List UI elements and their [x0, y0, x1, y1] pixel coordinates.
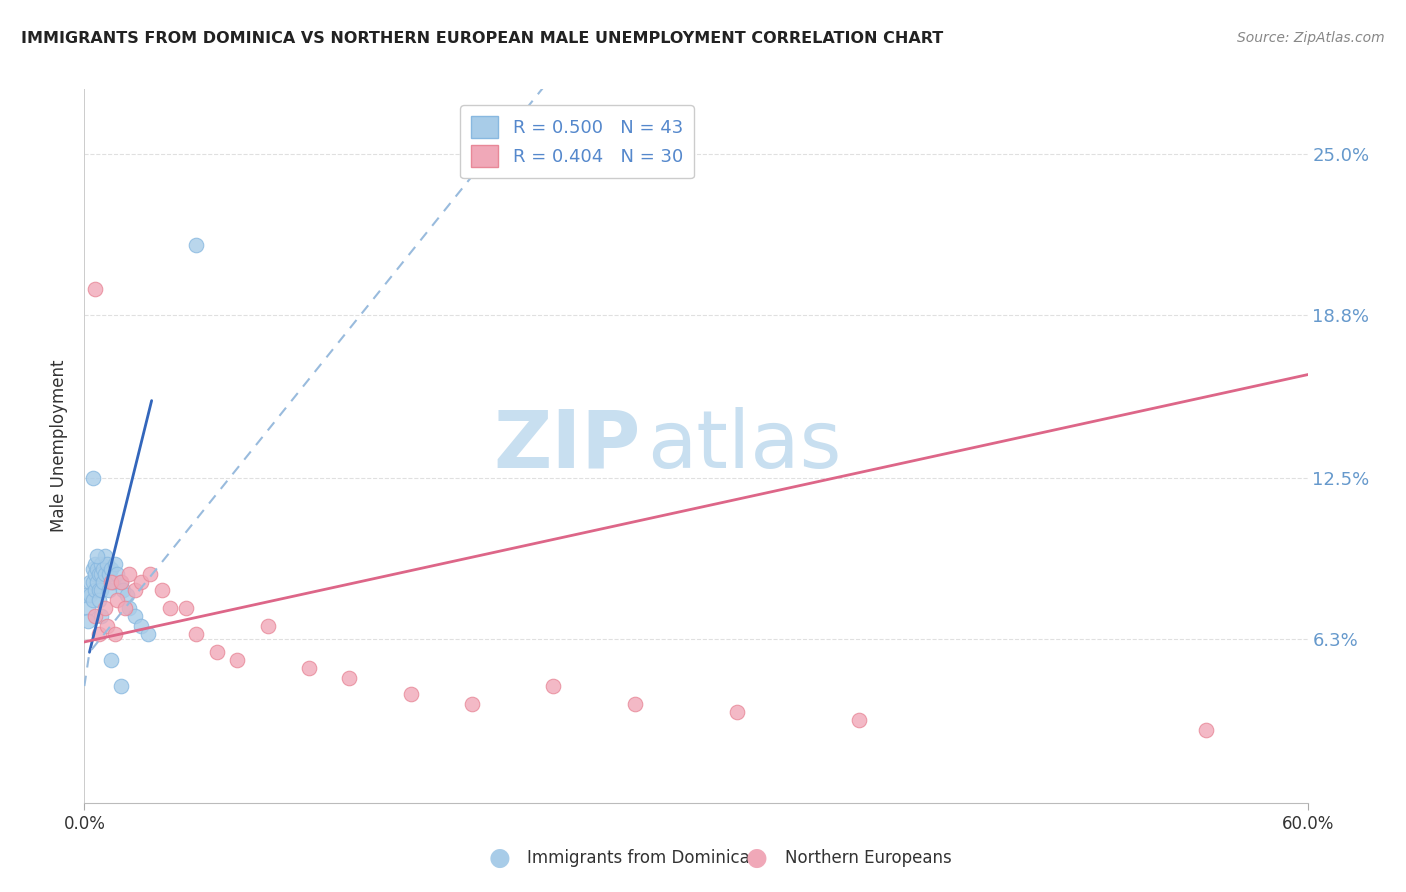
Point	[93, 549, 117, 564]
Point	[118, 567, 141, 582]
Point	[90, 557, 112, 571]
Point	[136, 627, 159, 641]
Point	[83, 282, 105, 296]
Point	[257, 619, 280, 633]
Point	[100, 562, 122, 576]
Point	[77, 614, 100, 628]
Text: Northern Europeans: Northern Europeans	[785, 849, 952, 867]
Point	[124, 609, 146, 624]
Point	[124, 582, 146, 597]
Point	[87, 627, 110, 641]
Point	[100, 575, 122, 590]
Point	[543, 679, 565, 693]
Point	[150, 582, 173, 597]
Point	[83, 567, 105, 582]
Point	[83, 557, 105, 571]
Point	[97, 567, 120, 582]
Point	[205, 645, 228, 659]
Point	[186, 627, 208, 641]
Point	[87, 582, 110, 597]
Point	[75, 588, 97, 602]
Point	[101, 575, 124, 590]
Point	[104, 627, 127, 641]
Point	[93, 601, 117, 615]
Point	[399, 687, 422, 701]
Point	[83, 609, 105, 624]
Point	[86, 562, 108, 576]
Point	[82, 593, 104, 607]
Text: ●: ●	[488, 847, 510, 870]
Point	[110, 679, 132, 693]
Point	[131, 575, 153, 590]
Text: Immigrants from Dominica: Immigrants from Dominica	[527, 849, 749, 867]
Point	[91, 575, 114, 590]
Point	[226, 653, 249, 667]
Point	[339, 671, 361, 685]
Text: Source: ZipAtlas.com: Source: ZipAtlas.com	[1237, 31, 1385, 45]
Point	[725, 705, 748, 719]
Point	[105, 567, 128, 582]
Point	[110, 575, 132, 590]
Point	[97, 582, 120, 597]
Point	[79, 575, 101, 590]
Y-axis label: Male Unemployment: Male Unemployment	[51, 359, 69, 533]
Point	[91, 562, 114, 576]
Point	[93, 567, 117, 582]
Point	[87, 567, 110, 582]
Point	[104, 557, 127, 571]
Point	[90, 567, 112, 582]
Point	[90, 609, 112, 624]
Point	[624, 697, 647, 711]
Point	[848, 713, 870, 727]
Text: IMMIGRANTS FROM DOMINICA VS NORTHERN EUROPEAN MALE UNEMPLOYMENT CORRELATION CHAR: IMMIGRANTS FROM DOMINICA VS NORTHERN EUR…	[21, 31, 943, 46]
Point	[112, 582, 135, 597]
Point	[82, 471, 104, 485]
Point	[1195, 723, 1218, 738]
Point	[83, 582, 105, 597]
Text: atlas: atlas	[647, 407, 841, 485]
Point	[298, 661, 321, 675]
Text: ZIP: ZIP	[494, 407, 641, 485]
Point	[110, 575, 132, 590]
Point	[138, 567, 160, 582]
Point	[118, 601, 141, 615]
Legend: R = 0.500   N = 43, R = 0.404   N = 30: R = 0.500 N = 43, R = 0.404 N = 30	[460, 105, 693, 178]
Point	[186, 238, 208, 252]
Point	[461, 697, 484, 711]
Point	[86, 575, 108, 590]
Point	[159, 601, 181, 615]
Point	[176, 601, 198, 615]
Point	[90, 582, 112, 597]
Point	[87, 593, 110, 607]
Point	[96, 619, 118, 633]
Point	[96, 557, 118, 571]
Point	[82, 575, 104, 590]
Point	[131, 619, 153, 633]
Point	[100, 653, 122, 667]
Text: ●: ●	[745, 847, 768, 870]
Point	[115, 588, 138, 602]
Point	[82, 562, 104, 576]
Point	[114, 601, 136, 615]
Point	[79, 588, 101, 602]
Point	[105, 593, 128, 607]
Point	[86, 549, 108, 564]
Point	[77, 601, 100, 615]
